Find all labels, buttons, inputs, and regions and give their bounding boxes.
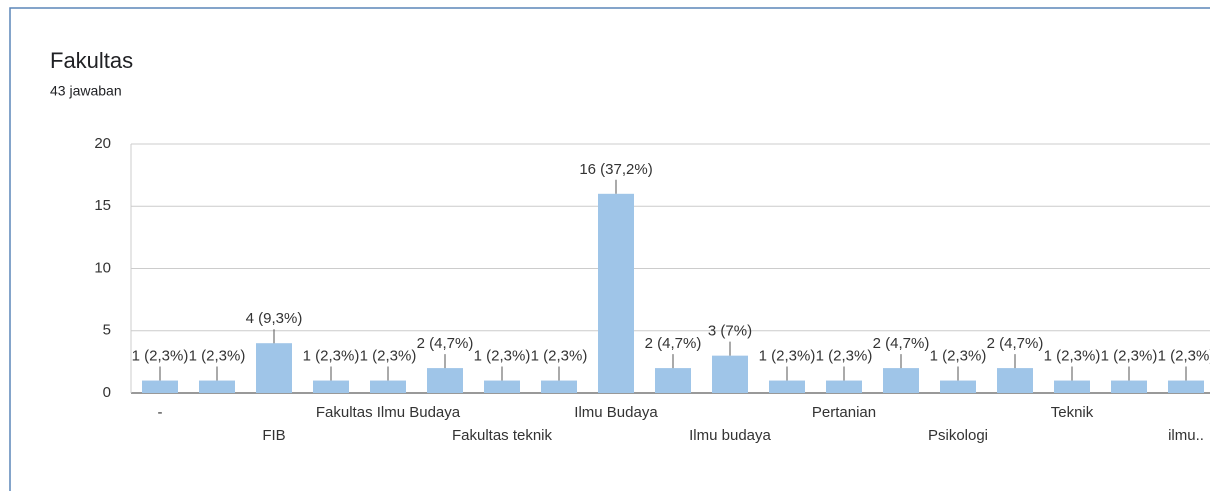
value-label: 1 (2,3%) — [189, 348, 246, 365]
x-tick-label: Ilmu Budaya — [574, 404, 658, 421]
value-label: 1 (2,3%) — [1158, 348, 1210, 365]
value-label: 1 (2,3%) — [759, 348, 816, 365]
value-label: 1 (2,3%) — [531, 348, 588, 365]
bar — [256, 343, 292, 393]
value-label: 16 (37,2%) — [579, 161, 652, 178]
x-tick-label: Fakultas Ilmu Budaya — [316, 404, 461, 421]
value-label: 2 (4,7%) — [873, 335, 930, 352]
bar — [484, 380, 520, 393]
bar — [427, 368, 463, 393]
bar — [142, 380, 178, 393]
bar — [598, 193, 634, 393]
bar — [541, 380, 577, 393]
bar — [712, 355, 748, 393]
bar — [940, 380, 976, 393]
bar — [883, 368, 919, 393]
bar — [1054, 380, 1090, 393]
x-tick-label: Pertanian — [812, 404, 876, 421]
bar — [769, 380, 805, 393]
x-tick-label: Fakultas teknik — [452, 427, 553, 444]
value-label: 1 (2,3%) — [303, 348, 360, 365]
y-tick-label: 20 — [94, 135, 111, 152]
bar — [997, 368, 1033, 393]
chart-title: Fakultas — [50, 48, 133, 73]
x-tick-label: Psikologi — [928, 427, 988, 444]
x-tick-label: Teknik — [1051, 404, 1094, 421]
bar — [1111, 380, 1147, 393]
bar — [199, 380, 235, 393]
value-label: 2 (4,7%) — [987, 335, 1044, 352]
y-tick-label: 15 — [94, 197, 111, 214]
value-label: 1 (2,3%) — [360, 348, 417, 365]
x-tick-label: - — [158, 404, 163, 421]
value-label: 1 (2,3%) — [132, 348, 189, 365]
x-tick-label: Ilmu budaya — [689, 427, 771, 444]
x-tick-label: FIB — [262, 427, 285, 444]
value-label: 1 (2,3%) — [816, 348, 873, 365]
value-label: 2 (4,7%) — [417, 335, 474, 352]
y-tick-label: 0 — [103, 384, 111, 401]
bar — [826, 380, 862, 393]
value-label: 1 (2,3%) — [1101, 348, 1158, 365]
x-tick-label: ilmu.. — [1168, 427, 1204, 444]
chart-subtitle: 43 jawaban — [50, 83, 122, 99]
value-label: 3 (7%) — [708, 323, 752, 340]
value-label: 1 (2,3%) — [1044, 348, 1101, 365]
bar — [655, 368, 691, 393]
value-label: 1 (2,3%) — [930, 348, 987, 365]
value-label: 1 (2,3%) — [474, 348, 531, 365]
y-tick-label: 10 — [94, 259, 111, 276]
bar — [1168, 380, 1204, 393]
value-label: 2 (4,7%) — [645, 335, 702, 352]
bar — [313, 380, 349, 393]
y-tick-label: 5 — [103, 322, 111, 339]
card-border — [9, 7, 1210, 491]
value-label: 4 (9,3%) — [246, 310, 303, 327]
bar — [370, 380, 406, 393]
